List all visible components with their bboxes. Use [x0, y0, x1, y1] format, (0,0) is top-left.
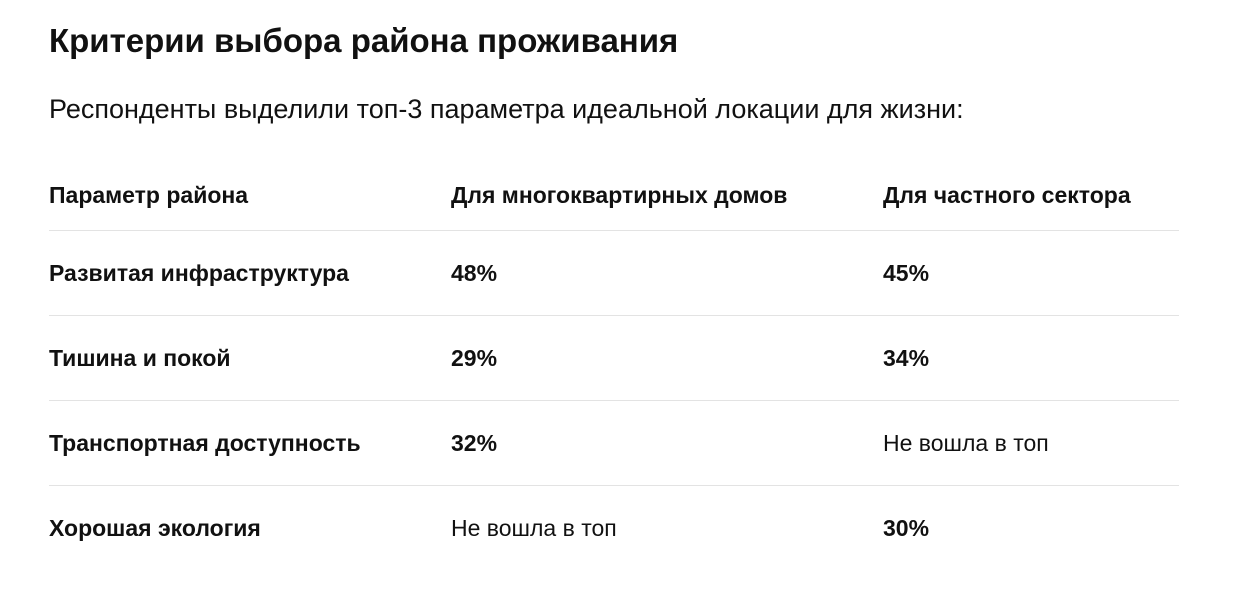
table: Параметр района Для многоквартирных домов…: [49, 160, 1179, 570]
table-cell: 34%: [883, 315, 1179, 401]
subtitle: Респонденты выделили топ-3 параметра иде…: [49, 94, 964, 124]
column-header: Для многоквартирных домов: [451, 160, 883, 231]
table-cell: 30%: [883, 514, 930, 541]
table-cell: Тишина и покой: [49, 315, 451, 401]
table-body: Развитая инфраструктура 48% 45% Тишина и по…: [49, 230, 1179, 571]
table-cell: Развитая инфраструктура: [49, 230, 451, 316]
table-row: Транспортная доступность 32% Не вошла в то…: [49, 400, 1179, 486]
table-cell: 48%: [451, 230, 883, 316]
column-header: Для частного сектора: [883, 160, 1179, 231]
table-cell: Транспортная доступность: [49, 400, 451, 486]
table-cell: Не вошла в топ: [451, 514, 617, 541]
table-cell: 32%: [451, 400, 883, 486]
table-row: Развитая инфраструктура 48% 45%: [49, 230, 1179, 316]
table-cell: Не вошла в топ: [883, 400, 1179, 486]
table-cell: Хорошая экология: [49, 514, 261, 541]
table-cell: 29%: [451, 315, 883, 401]
header-row: Параметр района Для многоквартирных домов…: [49, 160, 1179, 231]
table-row: Хорошая экология Не вошла в топ 30%: [49, 486, 1179, 571]
table-row: Тишина и покой 29% 34%: [49, 315, 1179, 401]
title: Критерии выбора района проживания: [49, 22, 679, 59]
table-cell: 45%: [883, 230, 1179, 316]
column-header: Параметр района: [49, 160, 451, 231]
